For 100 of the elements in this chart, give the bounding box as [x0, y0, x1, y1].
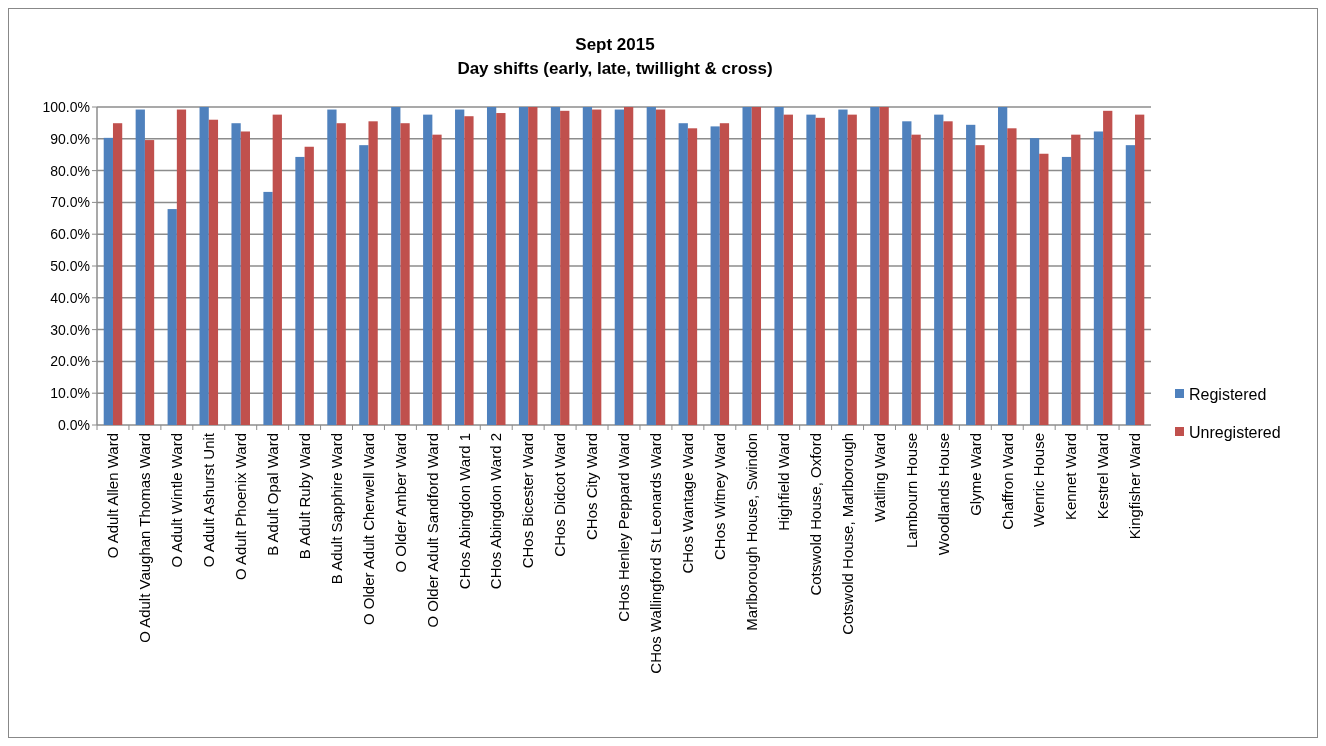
legend-label: Registered — [1189, 385, 1267, 403]
x-tick-label: Cotswold House, Oxford — [806, 433, 824, 596]
bar — [263, 191, 273, 425]
bar — [870, 107, 880, 425]
y-tick-label: 50.0% — [50, 257, 90, 274]
y-tick-label: 80.0% — [50, 162, 90, 179]
bar — [774, 107, 784, 425]
bar — [710, 126, 720, 425]
bar — [327, 109, 337, 425]
bar — [911, 134, 921, 425]
legend-label: Unregistered — [1189, 423, 1281, 441]
bar — [1093, 131, 1104, 425]
bar — [560, 110, 570, 425]
x-tick-label: O Older Adult Cherwell Ward — [359, 433, 377, 626]
x-tick-label: CHos Wallingford St Leonards Ward — [647, 433, 665, 674]
bar — [806, 114, 816, 425]
x-tick-label: O Adult Vaughan Thomas Ward — [136, 433, 154, 643]
chart-subtitle: Day shifts (early, late, twillight & cross) — [457, 59, 773, 78]
x-tick-label: O Older Amber Ward — [391, 433, 409, 573]
x-tick-label: O Adult Wintle Ward — [168, 433, 186, 568]
y-tick-label: 60.0% — [50, 226, 90, 243]
bar — [624, 107, 634, 425]
x-tick-label: CHos City Ward — [583, 433, 601, 540]
bar — [336, 123, 346, 425]
x-tick-label: Woodlands House — [934, 433, 952, 556]
bar — [1007, 128, 1017, 425]
bar — [975, 145, 985, 425]
x-tick-label: Highfield Ward — [774, 433, 792, 531]
bar — [815, 117, 825, 425]
bar — [359, 145, 369, 425]
x-tick-label: CHos Henley Peppard Ward — [615, 433, 633, 622]
x-tick-label: Glyme Ward — [966, 433, 984, 516]
x-tick-label: Watling Ward — [870, 433, 888, 522]
bar — [687, 128, 698, 425]
bar — [655, 109, 666, 425]
bar — [295, 156, 305, 425]
bar — [783, 114, 793, 425]
x-tick-label: B Adult Opal Ward — [263, 433, 281, 556]
y-tick-label: 10.0% — [50, 385, 90, 402]
bar — [464, 116, 474, 425]
y-tick-label: 90.0% — [50, 130, 90, 147]
bar — [391, 107, 401, 425]
bar — [272, 114, 282, 425]
bar — [1071, 134, 1081, 425]
bar — [496, 113, 506, 425]
x-tick-label: Chaffron Ward — [998, 433, 1016, 530]
bar — [103, 137, 113, 425]
x-tick-label: O Adult Allen Ward — [104, 433, 122, 559]
x-tick-label: CHos Didcot Ward — [551, 433, 569, 557]
bar — [742, 107, 752, 425]
bar — [518, 107, 529, 425]
bar — [304, 146, 314, 425]
bar — [614, 109, 624, 425]
bar — [368, 121, 378, 425]
x-tick-label: O Adult Ashurst Unit — [200, 432, 218, 568]
bar — [943, 121, 953, 425]
bar — [838, 109, 848, 425]
x-tick-label: CHos Witney Ward — [711, 433, 729, 560]
bar — [144, 140, 155, 425]
y-tick-label: 20.0% — [50, 353, 90, 370]
x-tick-label: CHos Bicester Ward — [519, 433, 537, 569]
x-tick-label: Cotswold House, Marlborough — [838, 433, 856, 635]
bar — [751, 107, 762, 425]
bar — [847, 114, 857, 425]
bar — [208, 119, 219, 425]
y-tick-label: 30.0% — [50, 321, 90, 338]
bar — [902, 121, 912, 425]
y-tick-label: 40.0% — [50, 289, 90, 306]
x-tick-label: Lambourn House — [902, 433, 920, 549]
x-tick-label: Marlborough House, Swindon — [743, 433, 761, 631]
bar — [1029, 138, 1040, 425]
bar — [1125, 145, 1136, 425]
bar — [1039, 153, 1049, 425]
bar — [1135, 114, 1145, 425]
bar — [646, 107, 656, 425]
bar — [135, 109, 145, 425]
y-tick-label: 0.0% — [58, 416, 90, 433]
bar — [582, 107, 593, 425]
bar — [231, 123, 241, 425]
x-tick-label: O Adult Phoenix Ward — [231, 433, 249, 581]
bar — [879, 107, 889, 425]
bar — [455, 109, 465, 425]
bar — [934, 114, 944, 425]
x-tick-label: CHos Abingdon Ward 2 — [487, 433, 505, 590]
x-tick-label: Wenric House — [1030, 433, 1048, 527]
x-tick-label: O Older Adult Sandford Ward — [423, 433, 441, 628]
bar — [486, 107, 497, 425]
bar — [1103, 110, 1113, 425]
bar — [432, 134, 442, 425]
bar — [998, 107, 1008, 425]
bar — [240, 131, 250, 425]
x-tick-label: B Adult Sapphire Ward — [327, 433, 345, 585]
bar — [719, 123, 730, 425]
y-tick-label: 70.0% — [50, 194, 90, 211]
chart-title: Sept 2015 — [575, 35, 655, 54]
bar — [423, 114, 433, 425]
x-tick-label: CHos Wantage Ward — [679, 433, 697, 574]
bar — [199, 107, 209, 425]
x-tick-label: CHos Abingdon Ward 1 — [455, 433, 473, 590]
bar — [112, 123, 123, 425]
